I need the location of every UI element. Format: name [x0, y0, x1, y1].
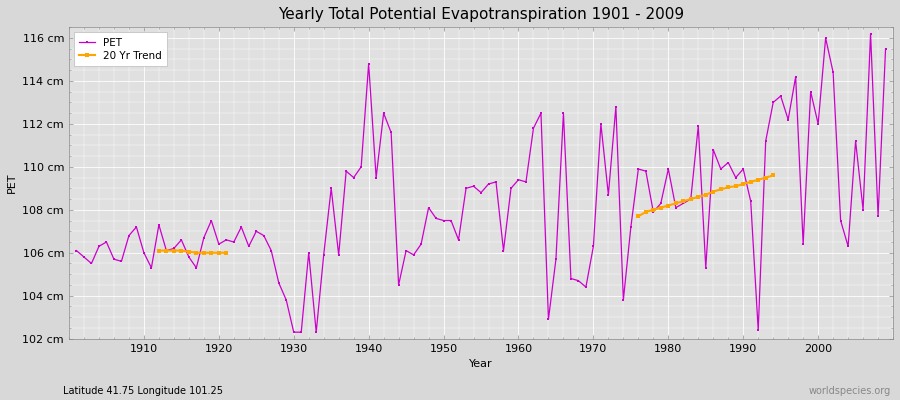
- PET: [520, 180, 531, 184]
- X-axis label: Year: Year: [469, 359, 493, 369]
- 20 Yr Trend: [161, 248, 172, 253]
- 20 Yr Trend: [220, 250, 231, 255]
- PET: [610, 104, 621, 109]
- Text: Latitude 41.75 Longitude 101.25: Latitude 41.75 Longitude 101.25: [63, 386, 223, 396]
- 20 Yr Trend: [213, 250, 224, 255]
- 20 Yr Trend: [176, 248, 187, 253]
- PET: [288, 330, 299, 334]
- 20 Yr Trend: [184, 249, 194, 254]
- 20 Yr Trend: [154, 248, 165, 253]
- 20 Yr Trend: [206, 250, 217, 255]
- PET: [303, 250, 314, 255]
- 20 Yr Trend: [168, 248, 179, 253]
- PET: [865, 31, 876, 36]
- PET: [71, 248, 82, 253]
- 20 Yr Trend: [191, 250, 202, 255]
- PET: [880, 46, 891, 51]
- PET: [348, 175, 359, 180]
- Legend: PET, 20 Yr Trend: PET, 20 Yr Trend: [74, 32, 167, 66]
- Line: PET: PET: [75, 32, 887, 334]
- 20 Yr Trend: [198, 250, 209, 255]
- PET: [131, 224, 142, 229]
- PET: [513, 177, 524, 182]
- Y-axis label: PET: PET: [7, 173, 17, 193]
- Title: Yearly Total Potential Evapotranspiration 1901 - 2009: Yearly Total Potential Evapotranspiratio…: [278, 7, 684, 22]
- Line: 20 Yr Trend: 20 Yr Trend: [158, 249, 228, 254]
- Text: worldspecies.org: worldspecies.org: [809, 386, 891, 396]
